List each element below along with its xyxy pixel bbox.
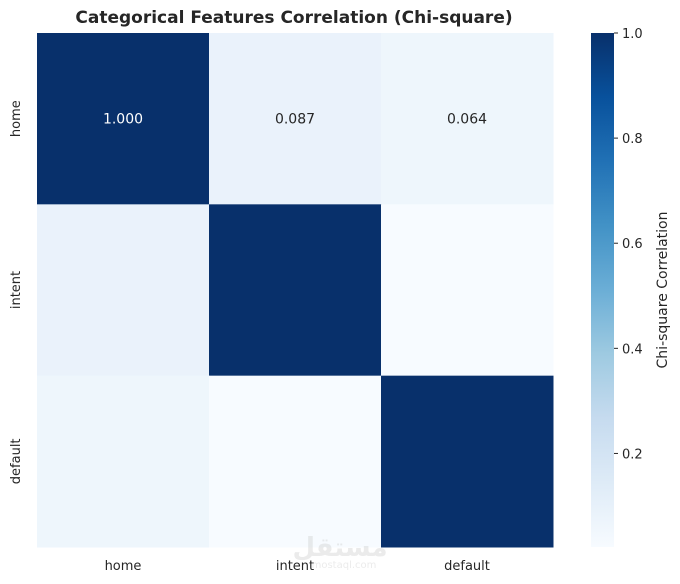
heatmap-cell [209, 375, 382, 548]
y-axis-tick-labels: home intent default [9, 100, 24, 484]
y-tick-label: intent [9, 271, 24, 309]
y-tick-label: default [9, 438, 24, 484]
colorbar-tick-labels: 0.2 0.4 0.6 0.8 1.0 [614, 27, 643, 462]
cell-annotation: 0.087 [275, 112, 315, 128]
heatmap-cell [37, 204, 210, 377]
colorbar [591, 33, 614, 547]
x-tick-label: default [444, 559, 490, 574]
x-tick-label: intent [276, 559, 314, 574]
heatmap-cell [37, 375, 210, 548]
y-tick-label: home [9, 100, 24, 137]
heatmap-cell [209, 204, 382, 377]
cell-annotation: 0.064 [447, 112, 487, 128]
heatmap-annotations: 1.000 0.087 0.064 [103, 112, 487, 128]
x-axis-tick-labels: home intent default [105, 559, 490, 574]
cell-annotation: 1.000 [103, 112, 143, 128]
heatmap-cell [381, 33, 554, 205]
x-tick-label: home [105, 559, 142, 574]
heatmap-cell [381, 204, 554, 377]
colorbar-tick-label: 1.0 [622, 27, 643, 42]
colorbar-tick-label: 0.2 [622, 447, 643, 462]
watermark-text: مستقل [292, 533, 387, 563]
watermark-subtext: mostaql.com [312, 560, 377, 571]
colorbar-label: Chi-square Correlation [655, 212, 671, 369]
heatmap-cells [37, 33, 554, 548]
colorbar-tick-label: 0.6 [622, 237, 643, 252]
colorbar-tick-label: 0.8 [622, 132, 643, 147]
heatmap-cell [37, 33, 210, 205]
heatmap-cell [381, 375, 554, 548]
heatmap-cell [209, 33, 382, 205]
chart-title: Categorical Features Correlation (Chi-sq… [75, 8, 512, 28]
colorbar-tick-label: 0.4 [622, 342, 643, 357]
watermark: مستقل mostaql.com [292, 533, 387, 571]
